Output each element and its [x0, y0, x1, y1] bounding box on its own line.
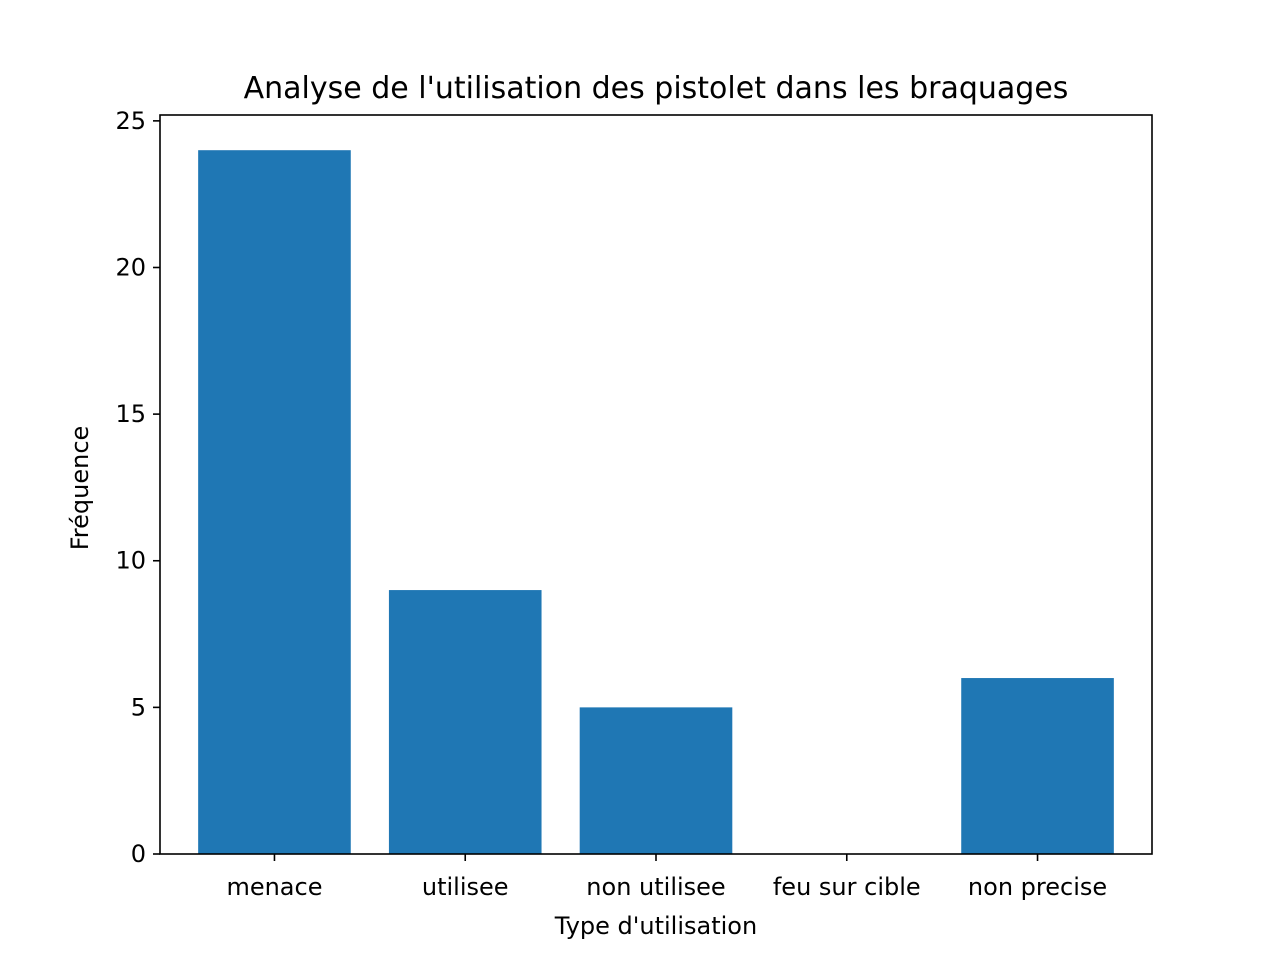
- chart-title: Analyse de l'utilisation des pistolet da…: [244, 71, 1069, 106]
- y-axis-label: Fréquence: [66, 426, 94, 551]
- y-tick-label: 20: [115, 253, 146, 281]
- y-tick-label: 15: [115, 400, 146, 428]
- bar-non-utilisee: [579, 707, 733, 854]
- plot-frame: [159, 114, 1153, 855]
- x-tick-label: menace: [226, 873, 322, 901]
- bar-utilisee: [388, 590, 542, 854]
- x-axis: menace utilisee non utilisee feu sur cible n…: [226, 854, 1107, 901]
- bar-menace: [198, 150, 351, 854]
- y-axis: 0 5 10 15 20 25: [115, 107, 160, 868]
- x-tick-label: utilisee: [422, 873, 509, 901]
- bars-group: [198, 150, 1114, 854]
- x-axis-label: Type d'utilisation: [554, 912, 757, 940]
- y-tick-label: 25: [115, 107, 146, 135]
- x-tick-label: non utilisee: [586, 873, 725, 901]
- y-tick-label: 10: [115, 547, 146, 575]
- y-tick-label: 0: [131, 840, 146, 868]
- y-tick-label: 5: [131, 693, 146, 721]
- x-tick-label: non precise: [968, 873, 1107, 901]
- bar-non-precise: [961, 678, 1114, 854]
- x-tick-label: feu sur cible: [773, 873, 921, 901]
